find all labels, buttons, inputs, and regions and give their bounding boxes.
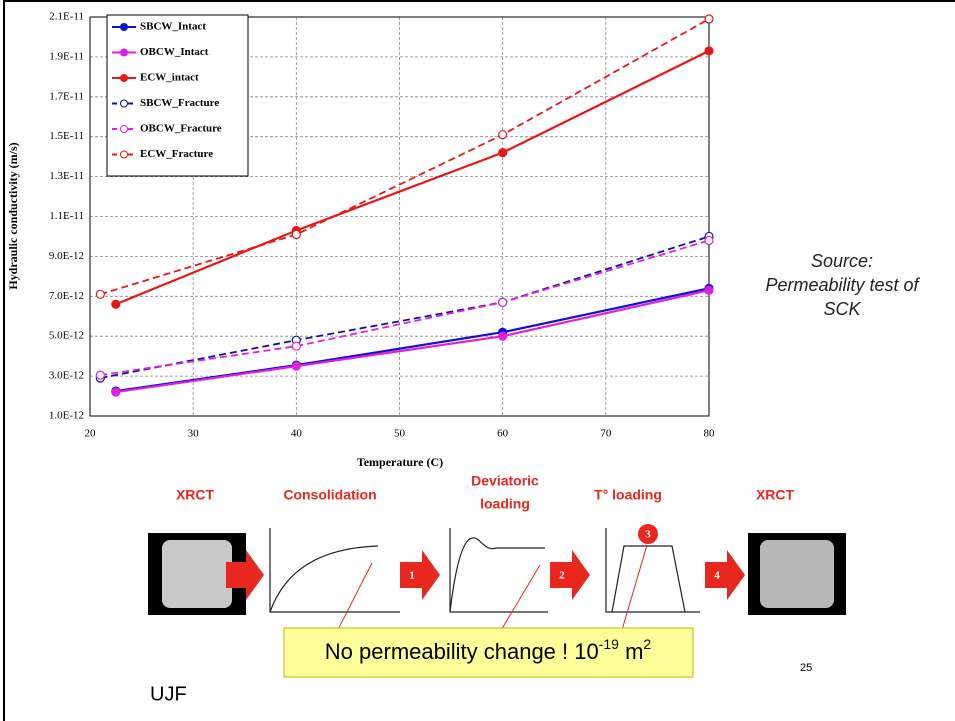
- legend-marker: [120, 74, 128, 82]
- y-axis-label: Hydraulic conductivity (m/s): [6, 142, 20, 289]
- data-point: [704, 235, 714, 246]
- x-tick-label: 80: [704, 428, 716, 440]
- legend-label: OBCW_Intact: [140, 46, 209, 58]
- data-point: [498, 130, 508, 140]
- arrows: [226, 524, 745, 600]
- y-tick-label: 1.7E-11: [49, 90, 84, 102]
- x-tick-label: 50: [394, 428, 406, 440]
- y-tick-label: 7.0E-12: [49, 290, 84, 302]
- series-line: [115, 49, 710, 306]
- note-part: m: [619, 639, 643, 664]
- legend-label: SBCW_Fracture: [140, 97, 219, 109]
- y-tick-label: 5.0E-12: [49, 330, 84, 342]
- y-tick-label: 2.1E-11: [49, 11, 84, 23]
- y-tick-label: 1.9E-11: [49, 50, 84, 62]
- legend-marker: [120, 125, 128, 133]
- source-text: Permeability test of: [765, 275, 920, 295]
- data-point: [95, 289, 105, 299]
- series-line: [115, 289, 710, 394]
- arrow-number: 3: [645, 529, 651, 541]
- note-part: -19: [599, 636, 619, 652]
- data-point: [498, 297, 508, 307]
- step-label: XRCT: [756, 487, 795, 503]
- data-point: [95, 370, 105, 380]
- legend-marker: [120, 48, 128, 57]
- page-number: 25: [800, 662, 812, 674]
- legend-marker: [120, 150, 128, 159]
- data-point: [498, 331, 508, 341]
- step-label: Deviatoric: [471, 473, 539, 489]
- plot-frame: [89, 16, 710, 417]
- y-tick-label: 1.3E-11: [49, 170, 84, 182]
- x-tick-label: 40: [291, 428, 303, 440]
- series-line: [115, 287, 710, 393]
- note-text: No permeability change ! 10-19 m2: [325, 636, 652, 664]
- series-line: [100, 18, 710, 296]
- data-point: [704, 285, 714, 295]
- step-label: T° loading: [594, 487, 662, 503]
- note-part: No permeability change ! 10: [325, 639, 599, 664]
- series-line: [100, 235, 710, 379]
- arrow-number: 1: [409, 570, 415, 582]
- x-tick-label: 60: [497, 428, 509, 440]
- data-point: [704, 14, 714, 24]
- legend-marker: [120, 23, 128, 31]
- mini-graphs: [269, 528, 700, 613]
- source-text: SCK: [823, 299, 861, 319]
- legend-label: OBCW_Fracture: [140, 123, 222, 135]
- step-label: XRCT: [176, 487, 215, 503]
- legend-box: [106, 14, 249, 177]
- y-tick-label: 1.5E-11: [49, 130, 84, 142]
- y-tick-label: 9.0E-12: [49, 250, 84, 262]
- y-tick-label: 1.1E-11: [49, 210, 84, 222]
- y-tick-label: 3.0E-12: [49, 370, 84, 382]
- legend-label: SBCW_Intact: [140, 21, 206, 33]
- footer: UJF: [150, 683, 187, 705]
- step-label: Consolidation: [283, 487, 376, 503]
- data-point: [498, 148, 508, 158]
- legend-label: ECW_intact: [140, 72, 199, 84]
- arrow-number: 4: [714, 570, 720, 582]
- step-label: loading: [480, 496, 530, 512]
- data-point: [291, 341, 301, 351]
- x-tick-label: 20: [85, 428, 97, 440]
- legend-label: ECW_Fracture: [140, 148, 213, 160]
- data-point: [291, 229, 301, 240]
- source-text: Source:: [811, 251, 873, 271]
- data-point: [704, 46, 714, 56]
- arrow-number: 2: [559, 570, 565, 582]
- sample-image: [760, 540, 834, 608]
- sample-image: [162, 540, 232, 608]
- data-point: [111, 299, 121, 309]
- data-point: [291, 361, 301, 371]
- y-tick-label: 1.0E-12: [49, 410, 84, 422]
- note-box: [283, 627, 694, 678]
- x-tick-label: 30: [188, 428, 200, 440]
- series-line: [100, 239, 710, 376]
- data-point: [111, 387, 121, 397]
- x-tick-label: 70: [600, 428, 612, 440]
- note-part: 2: [643, 636, 651, 652]
- legend-marker: [120, 99, 128, 108]
- x-axis-label: Temperature (C): [357, 455, 443, 469]
